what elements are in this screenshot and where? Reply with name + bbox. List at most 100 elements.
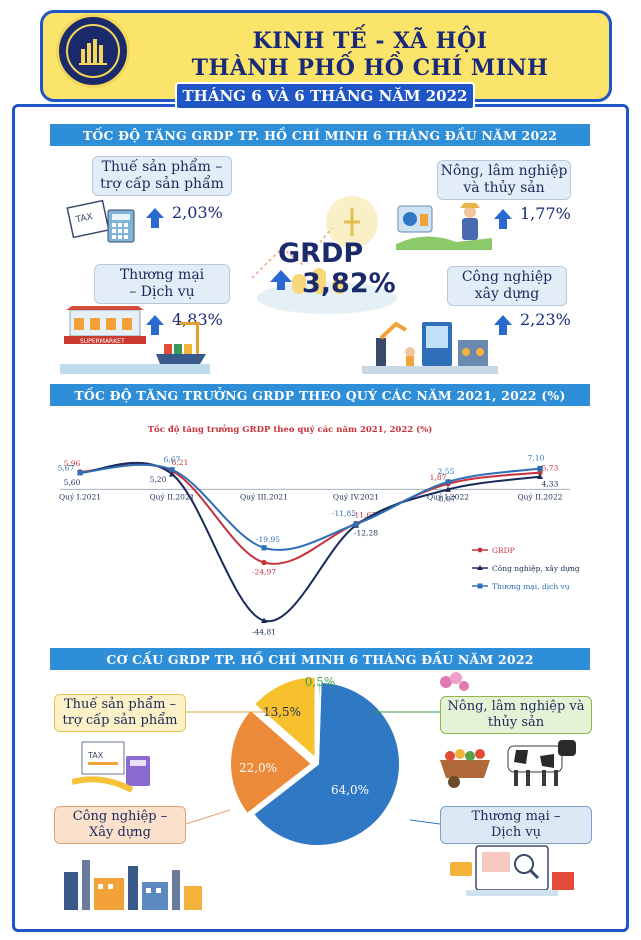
data-label: -0,07	[436, 495, 455, 504]
factory-robot-illustration-icon	[362, 321, 498, 374]
tax-growth: 2,03%	[146, 203, 223, 228]
section3-title: CƠ CẤU GRDP TP. HỒ CHÍ MINH 6 THÁNG ĐẦU …	[50, 648, 590, 670]
pie-card-industry: Công nghiệp – Xây dựng	[54, 806, 186, 844]
x-tick-label: Quý I.2022	[427, 492, 469, 501]
legend-marker	[477, 547, 483, 553]
pie-card-tax-line1: Thuế sản phẩm –	[63, 696, 177, 712]
data-label: -19,95	[256, 535, 280, 544]
up-arrow-icon	[494, 208, 512, 229]
agriculture-growth: 1,77%	[494, 204, 571, 229]
data-label: 1,87	[430, 473, 447, 482]
data-label: 5,60	[64, 478, 81, 487]
farmer-illustration-icon	[396, 203, 492, 250]
grdp-background-illustration-icon	[251, 196, 397, 314]
pie-slice-label: 64,0%	[331, 783, 369, 797]
legend-marker	[477, 583, 483, 589]
card-tax-line2: trợ cấp sản phẩm	[100, 176, 224, 192]
x-tick-label: Quý IV.2021	[333, 492, 379, 501]
tax-growth-value: 2,03%	[172, 203, 223, 222]
pie-card-agriculture-line2: thủy sản	[487, 715, 545, 730]
data-point	[77, 470, 83, 476]
card-tax: Thuế sản phẩm – trợ cấp sản phẩm	[92, 156, 232, 196]
data-label: -11,85	[332, 509, 356, 518]
series-line	[79, 463, 541, 551]
pie-slice-label: 22,0%	[239, 761, 277, 775]
card-industry-line1: Công nghiệp	[461, 268, 553, 285]
data-label: 7,10	[528, 454, 545, 463]
grdp-growth-value: 3,82%	[302, 268, 396, 299]
gso-logo	[56, 14, 130, 88]
industry-growth-value: 2,23%	[520, 310, 571, 329]
period-subtitle: THÁNG 6 VÀ 6 THÁNG NĂM 2022	[175, 82, 475, 110]
card-trade-services: Thương mại – Dịch vụ	[94, 264, 230, 304]
data-point	[353, 521, 359, 527]
data-point	[537, 473, 543, 480]
data-label: 4,33	[542, 480, 559, 489]
legend-marker	[477, 565, 483, 570]
data-label: -24,97	[252, 567, 276, 576]
data-label: 5,73	[542, 464, 559, 473]
data-point	[169, 467, 175, 473]
card-trade-line1: Thương mại	[119, 266, 205, 283]
online-shopping-illustration-icon	[450, 845, 574, 896]
data-point	[445, 479, 451, 485]
x-tick-label: Quý III.2021	[240, 492, 288, 501]
up-arrow-icon	[494, 314, 512, 335]
pie-card-trade-line2: Dịch vụ	[490, 825, 542, 840]
page-title-line2: THÀNH PHỐ HỒ CHÍ MINH	[191, 55, 549, 81]
pie-slice	[251, 681, 401, 846]
data-label: 5,20	[150, 475, 167, 484]
data-point	[169, 470, 175, 477]
logo-emblem-icon	[66, 24, 120, 78]
tax-docs-illustration-icon: TAX	[72, 741, 150, 793]
section1-title: TỐC ĐỘ TĂNG GRDP TP. HỒ CHÍ MINH 6 THÁNG…	[50, 124, 590, 146]
pie-slice	[229, 708, 314, 816]
data-label: 6,21	[172, 458, 189, 467]
pie-card-industry-line2: Xây dựng	[89, 825, 151, 840]
pie-card-trade: Thương mại – Dịch vụ	[440, 806, 592, 844]
legend-entry: GRDP	[492, 546, 515, 555]
data-point	[261, 545, 267, 551]
x-tick-label: Quý I.2021	[59, 492, 101, 501]
data-point	[537, 469, 543, 476]
data-point	[261, 617, 267, 624]
line-chart-title: Tốc độ tăng trưởng GRDP theo quý các năm…	[148, 423, 433, 435]
data-label: 5,67	[58, 464, 75, 473]
industrial-city-illustration-icon	[64, 860, 202, 910]
grdp-label: GRDP	[278, 238, 364, 269]
flower-icon	[440, 672, 469, 691]
quarterly-growth-line-chart: Tốc độ tăng trưởng GRDP theo quý các năm…	[58, 423, 580, 637]
pie-slice-label: 13,5%	[263, 705, 301, 719]
legend-entry: Công nghiệp, xây dựng	[492, 564, 580, 573]
data-point	[537, 465, 543, 472]
page-title-line1: KINH TẾ - XÃ HỘI	[252, 28, 488, 54]
data-label: 6,67	[164, 455, 181, 464]
data-label: -44,81	[252, 628, 276, 637]
data-label: -12,28	[354, 528, 378, 537]
section2-title: TỐC ĐỘ TĂNG TRƯỞNG GRDP THEO QUÝ CÁC NĂM…	[50, 384, 590, 406]
supermarket-port-illustration-icon: SUPERMARKET	[60, 306, 210, 374]
data-point	[445, 486, 451, 492]
data-point	[261, 559, 267, 566]
pie-card-tax-line2: trợ cấp sản phẩm	[62, 713, 178, 728]
card-trade-line2: – Dịch vụ	[129, 284, 195, 300]
pie-card-industry-line1: Công nghiệp –	[72, 808, 168, 824]
pie-slice	[252, 676, 317, 761]
card-industry-line2: xây dựng	[474, 286, 540, 302]
grdp-structure-pie-chart: 64,0% 22,0% 13,5% 0,5%	[229, 676, 401, 846]
grdp-arrow	[270, 270, 300, 290]
pie-card-trade-line1: Thương mại –	[471, 808, 561, 824]
data-label: -11,63	[352, 510, 376, 519]
agriculture-growth-value: 1,77%	[520, 204, 571, 223]
data-label: 5,96	[64, 459, 81, 468]
card-agriculture: Nông, lâm nghiệp và thủy sản	[437, 160, 571, 200]
data-label: 2,55	[438, 467, 455, 476]
series-line	[79, 463, 541, 565]
pie-card-agriculture: Nông, lâm nghiệp và thủy sản	[440, 696, 592, 734]
pie-slice-label: 0,5%	[305, 676, 336, 689]
svg-text:TAX: TAX	[87, 751, 104, 760]
up-arrow-icon	[270, 270, 292, 290]
pie-slice	[317, 680, 322, 765]
up-arrow-icon	[146, 207, 164, 228]
